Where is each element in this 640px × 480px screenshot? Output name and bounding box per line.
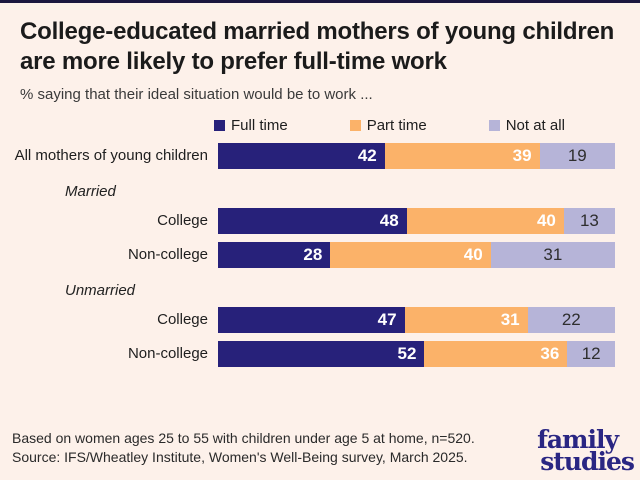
bar-value-label: 40 [536,211,556,230]
chart-subtitle: % saying that their ideal situation woul… [20,86,373,103]
bar-value-label: 19 [567,146,587,165]
family-studies-logo: family studies [537,425,635,476]
row-label: College [157,212,208,230]
bar-value-label: 39 [512,146,532,165]
legend-swatch-icon [349,120,361,131]
bar-value-label: 12 [581,344,601,363]
source-note: Based on women ages 25 to 55 with childr… [12,429,475,468]
bar-value-label: 22 [561,310,581,329]
chart-row: All mothers of young children 42 39 19 [0,143,640,169]
legend-swatch-icon [214,120,225,131]
legend-label: Full time [231,117,288,134]
legend-label: Part time [366,117,427,134]
bar-value-label: 47 [377,310,397,329]
bar-value-label: 52 [397,344,417,363]
bar-segment-not-at-all: 12 [567,341,615,367]
bar-segment-part-time: 36 [424,341,568,367]
source-note-line2: Source: IFS/Wheatley Institute, Women's … [12,449,468,466]
bar-segment-full-time: 52 [218,341,425,367]
legend-item-part-time: Part time [349,117,427,134]
bar-segment-part-time: 40 [330,242,491,268]
bar-segment-not-at-all: 22 [527,307,615,333]
chart-row: College 47 31 22 [0,307,640,333]
group-label-married: Married [65,183,116,200]
bar-value-label: 31 [543,245,563,264]
bar-segment-full-time: 42 [218,143,385,169]
bar-track: 48 40 13 [218,208,615,234]
bar-track: 42 39 19 [218,143,615,169]
bar-track: 28 40 31 [218,242,615,268]
bar-value-label: 28 [303,245,323,264]
bar-value-label: 36 [540,344,560,363]
group-label-unmarried: Unmarried [65,282,136,299]
row-label: All mothers of young children [14,147,208,165]
legend-label: Not at all [505,117,565,134]
chart-row: Non-college 28 40 31 [0,242,640,268]
legend-swatch-icon [488,120,500,131]
bar-segment-full-time: 48 [218,208,407,234]
bar-segment-full-time: 28 [218,242,331,268]
chart-legend: Full time Part time Not at all [214,117,640,134]
row-label: Non-college [127,345,208,363]
bar-segment-part-time: 31 [404,307,528,333]
page-title: College-educated married mothers of youn… [20,18,615,75]
bar-track: 52 36 12 [218,341,615,367]
bar-value-label: 48 [379,211,399,230]
logo-word-family: family [537,425,619,454]
bar-track: 47 31 22 [218,307,615,333]
bar-value-label: 31 [500,310,520,329]
chart-header: College-educated married mothers of youn… [0,3,640,103]
legend-item-not-at-all: Not at all [488,117,565,134]
chart-row: Non-college 52 36 12 [0,341,640,367]
bar-segment-not-at-all: 31 [490,242,615,268]
bar-segment-not-at-all: 13 [563,208,615,234]
bar-segment-full-time: 47 [218,307,405,333]
bar-value-label: 42 [357,146,377,165]
bar-value-label: 40 [463,245,483,264]
bar-value-label: 13 [579,211,599,230]
bar-segment-part-time: 40 [406,208,564,234]
legend-item-full-time: Full time [214,117,288,134]
bar-segment-not-at-all: 19 [539,143,615,169]
row-label: Non-college [127,246,208,264]
row-label: College [157,311,208,329]
source-note-line1: Based on women ages 25 to 55 with childr… [12,429,475,446]
logo-word-studies: studies [540,446,635,476]
bar-segment-part-time: 39 [384,143,540,169]
stacked-bar-chart: All mothers of young children 42 39 19 Marri… [0,143,640,367]
chart-row: College 48 40 13 [0,208,640,234]
